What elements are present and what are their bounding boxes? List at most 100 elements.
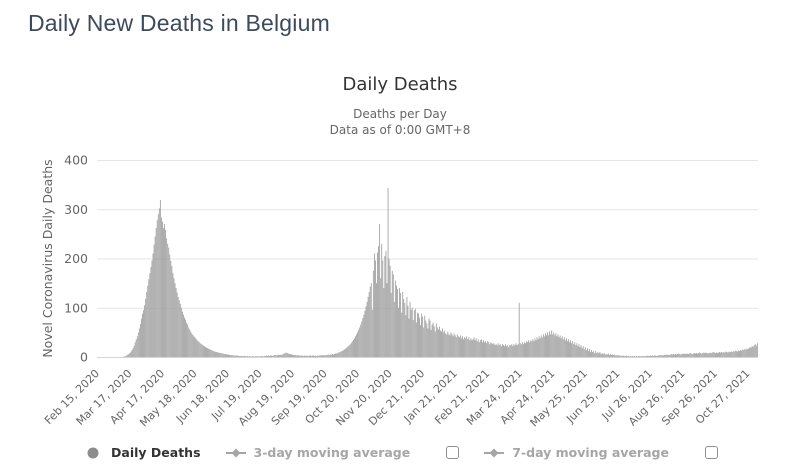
daily-deaths-bar [656,356,658,357]
daily-deaths-bar [551,330,553,358]
daily-deaths-bar [703,352,705,357]
chart-subtitle: Deaths per Day Data as of 0:00 GMT+8 [0,106,800,138]
daily-deaths-bar [221,353,223,357]
daily-deaths-bar [460,335,461,357]
daily-deaths-bar [723,352,725,357]
daily-deaths-bar [614,354,616,357]
daily-deaths-bar [424,315,426,357]
daily-deaths-bar [291,354,292,357]
daily-deaths-bar [290,354,291,357]
daily-deaths-bar [439,326,440,358]
daily-deaths-bar [205,347,206,357]
daily-deaths-bar [469,340,471,357]
daily-deaths-bar [639,356,641,357]
daily-deaths-bar [722,352,724,357]
daily-deaths-bar [143,310,144,357]
legend-item-3-day-moving-average[interactable]: 3-day moving average [225,445,410,460]
daily-deaths-bar [511,344,513,357]
daily-deaths-bar [157,214,159,357]
daily-deaths-bar [396,285,397,357]
daily-deaths-bar [130,351,132,357]
daily-deaths-bar [261,356,263,357]
daily-deaths-bar [561,336,563,357]
daily-deaths-bar [540,335,542,357]
daily-deaths-bar [319,355,321,357]
daily-deaths-bar [462,336,463,357]
daily-deaths-bar [264,356,266,357]
daily-deaths-bar [645,356,647,357]
daily-deaths-bar [712,352,714,357]
daily-deaths-bar [283,353,285,357]
daily-deaths-bar [638,356,640,357]
daily-deaths-bar [305,356,307,357]
daily-deaths-bar [307,356,309,357]
daily-deaths-bar [696,353,697,357]
daily-deaths-bar [220,353,222,357]
daily-deaths-bar [370,283,372,358]
daily-deaths-bar [573,344,575,357]
daily-deaths-bar [525,343,526,357]
daily-deaths-bar [141,318,142,357]
daily-deaths-bar [567,341,568,357]
daily-deaths-bar [373,253,375,357]
daily-deaths-bar [690,353,692,357]
daily-deaths-bar [317,355,319,357]
daily-deaths-bar [420,324,421,357]
daily-deaths-bar [354,338,355,357]
daily-deaths-bar [500,346,502,357]
daily-deaths-bar [232,355,234,357]
daily-deaths-bar [713,352,715,357]
daily-deaths-bar [604,354,606,357]
daily-deaths-bar [529,342,531,357]
daily-deaths-bar [330,354,332,357]
legend-item-daily-deaths[interactable]: Daily Deaths [82,445,201,460]
daily-deaths-bar [162,221,163,357]
daily-deaths-bar [734,350,736,357]
legend-item-7-day-moving-average[interactable]: 7-day moving average [483,445,669,460]
daily-deaths-bar [621,356,623,357]
daily-deaths-bar [334,354,335,357]
daily-deaths-bar [399,288,400,357]
daily-deaths-bar [272,356,274,357]
daily-deaths-bar [468,337,470,357]
daily-deaths-bar [751,346,753,357]
daily-deaths-bar [479,340,481,357]
daily-deaths-bar [588,351,589,357]
daily-deaths-bar [380,278,382,357]
daily-deaths-bar [155,227,157,357]
daily-deaths-bar [699,352,701,357]
legend-checkbox-7-day-moving-average[interactable] [704,446,718,459]
y-tick-label: 0 [80,350,88,365]
daily-deaths-bar [413,310,415,357]
daily-deaths-bar [501,344,503,357]
daily-deaths-bar [578,344,580,357]
daily-deaths-bar [386,283,388,358]
daily-deaths-bar [744,349,746,357]
daily-deaths-bar [277,355,279,357]
daily-deaths-bar [355,336,356,357]
daily-deaths-bar [255,356,257,357]
daily-deaths-bar [208,348,210,357]
daily-deaths-bar [641,356,643,357]
daily-deaths-bar [311,356,312,357]
daily-deaths-bar [444,330,446,358]
daily-deaths-bar [473,337,475,357]
daily-deaths-bar [326,355,328,357]
daily-deaths-bar [478,342,480,357]
daily-deaths-bar [280,354,282,357]
daily-deaths-bar [613,355,615,357]
daily-deaths-bar [721,352,723,357]
daily-deaths-bar [729,352,731,357]
daily-deaths-bar [661,355,663,357]
daily-deaths-bar [618,355,620,357]
daily-deaths-bar [450,332,452,358]
daily-deaths-bar [683,354,685,357]
circle-marker-icon [87,447,99,458]
daily-deaths-bar [510,345,512,357]
daily-deaths-bar [234,355,236,357]
daily-deaths-bar [270,355,271,357]
legend-checkbox-3-day-moving-average[interactable] [446,446,460,459]
daily-deaths-bar [382,260,384,357]
daily-deaths-bar [173,278,175,357]
